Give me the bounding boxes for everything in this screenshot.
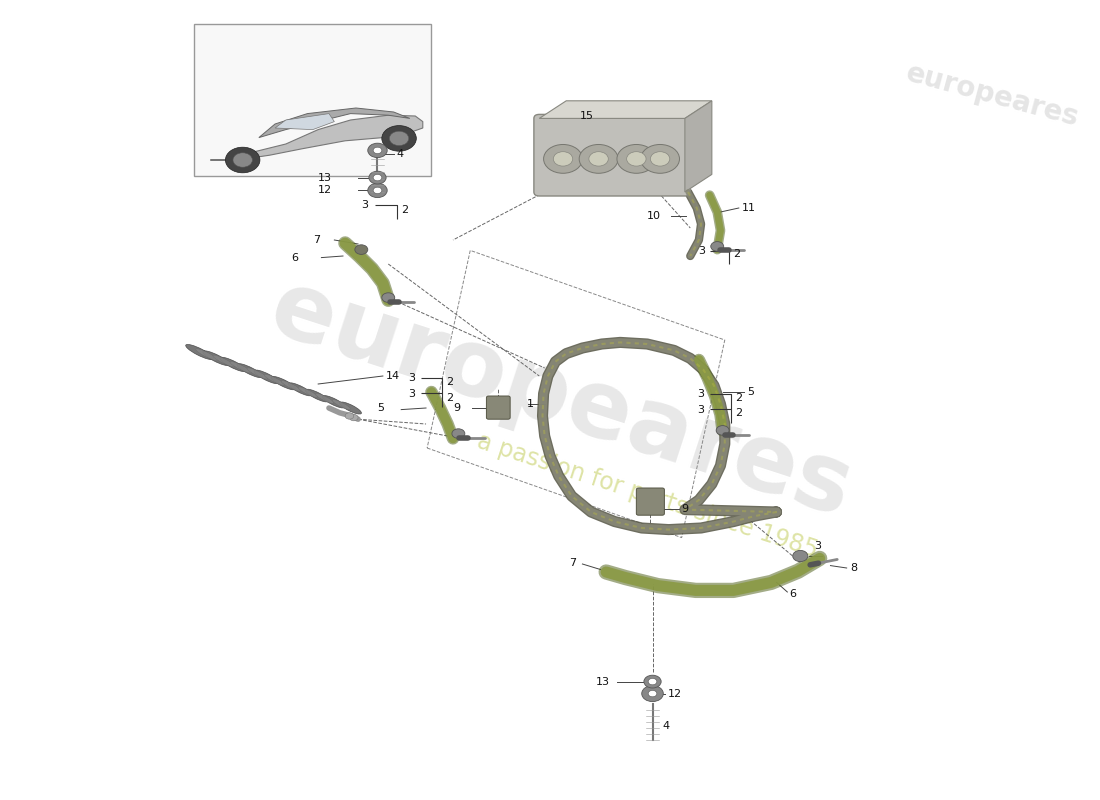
Text: 7: 7 xyxy=(312,235,320,245)
Polygon shape xyxy=(210,115,422,160)
Circle shape xyxy=(553,152,573,166)
Ellipse shape xyxy=(306,389,329,402)
Circle shape xyxy=(373,147,382,154)
Circle shape xyxy=(345,413,354,419)
Ellipse shape xyxy=(196,349,218,361)
Circle shape xyxy=(627,152,646,166)
Text: 11: 11 xyxy=(742,203,756,213)
Text: 8: 8 xyxy=(850,563,857,573)
Ellipse shape xyxy=(254,370,279,384)
Circle shape xyxy=(382,293,395,302)
Text: 7: 7 xyxy=(570,558,576,568)
Text: 10: 10 xyxy=(647,211,661,221)
Text: 5: 5 xyxy=(747,387,755,397)
Text: 5: 5 xyxy=(377,403,385,413)
Circle shape xyxy=(644,675,661,688)
Circle shape xyxy=(648,690,657,697)
Text: 4: 4 xyxy=(662,721,670,730)
Ellipse shape xyxy=(230,362,252,373)
Ellipse shape xyxy=(236,364,263,378)
Ellipse shape xyxy=(202,351,230,366)
Ellipse shape xyxy=(322,395,345,408)
Circle shape xyxy=(543,145,582,174)
Circle shape xyxy=(226,147,260,173)
Text: 6: 6 xyxy=(790,589,796,598)
Text: 1: 1 xyxy=(526,399,534,409)
Circle shape xyxy=(711,242,724,251)
Text: 6: 6 xyxy=(292,253,298,262)
Polygon shape xyxy=(685,101,712,192)
Text: 2: 2 xyxy=(447,393,453,402)
Circle shape xyxy=(452,429,465,438)
Circle shape xyxy=(588,152,608,166)
Text: 9: 9 xyxy=(453,403,460,413)
Circle shape xyxy=(233,153,252,167)
Text: 12: 12 xyxy=(318,186,332,195)
Ellipse shape xyxy=(298,387,318,398)
Circle shape xyxy=(367,183,387,198)
Circle shape xyxy=(650,152,670,166)
Circle shape xyxy=(382,126,416,151)
Polygon shape xyxy=(258,108,410,138)
Text: 3: 3 xyxy=(361,200,368,210)
Text: 4: 4 xyxy=(397,149,404,158)
Circle shape xyxy=(640,145,680,174)
Ellipse shape xyxy=(186,345,213,359)
Text: 3: 3 xyxy=(696,405,704,414)
Text: 2: 2 xyxy=(736,394,743,403)
Ellipse shape xyxy=(220,358,246,372)
FancyBboxPatch shape xyxy=(636,488,664,515)
Ellipse shape xyxy=(213,355,235,367)
Text: europeares: europeares xyxy=(258,262,862,538)
Circle shape xyxy=(373,174,382,181)
Circle shape xyxy=(716,426,729,435)
Circle shape xyxy=(389,131,409,146)
Ellipse shape xyxy=(280,381,301,391)
Text: 3: 3 xyxy=(814,541,822,550)
Text: 9: 9 xyxy=(682,504,689,514)
FancyBboxPatch shape xyxy=(486,396,510,419)
Circle shape xyxy=(793,550,807,562)
Polygon shape xyxy=(275,114,334,130)
Text: a passion for parts since 1985: a passion for parts since 1985 xyxy=(474,430,821,562)
Circle shape xyxy=(580,145,618,174)
Circle shape xyxy=(368,171,386,184)
Ellipse shape xyxy=(248,368,268,379)
Ellipse shape xyxy=(272,377,296,390)
Text: 2: 2 xyxy=(447,378,453,387)
Ellipse shape xyxy=(332,400,351,410)
Text: europeares: europeares xyxy=(903,59,1082,133)
Circle shape xyxy=(373,187,382,194)
Ellipse shape xyxy=(288,382,312,396)
Text: 2: 2 xyxy=(734,250,740,259)
Text: 2: 2 xyxy=(736,408,743,418)
Ellipse shape xyxy=(340,402,362,414)
Circle shape xyxy=(617,145,656,174)
Text: 3: 3 xyxy=(408,389,415,398)
Text: 14: 14 xyxy=(386,371,400,381)
Text: 3: 3 xyxy=(697,246,705,256)
Circle shape xyxy=(367,143,387,158)
Text: 13: 13 xyxy=(318,173,332,182)
Circle shape xyxy=(648,678,657,685)
Circle shape xyxy=(350,414,359,421)
Text: 15: 15 xyxy=(581,111,594,121)
FancyBboxPatch shape xyxy=(194,24,431,176)
Circle shape xyxy=(355,245,367,254)
Circle shape xyxy=(641,686,663,702)
Text: 3: 3 xyxy=(408,374,415,383)
Ellipse shape xyxy=(315,394,334,403)
Text: 3: 3 xyxy=(696,390,704,399)
Text: 2: 2 xyxy=(402,205,408,214)
Text: 13: 13 xyxy=(595,677,609,686)
Ellipse shape xyxy=(264,374,285,385)
Polygon shape xyxy=(539,101,712,118)
FancyBboxPatch shape xyxy=(534,114,691,196)
Text: 12: 12 xyxy=(668,689,682,698)
